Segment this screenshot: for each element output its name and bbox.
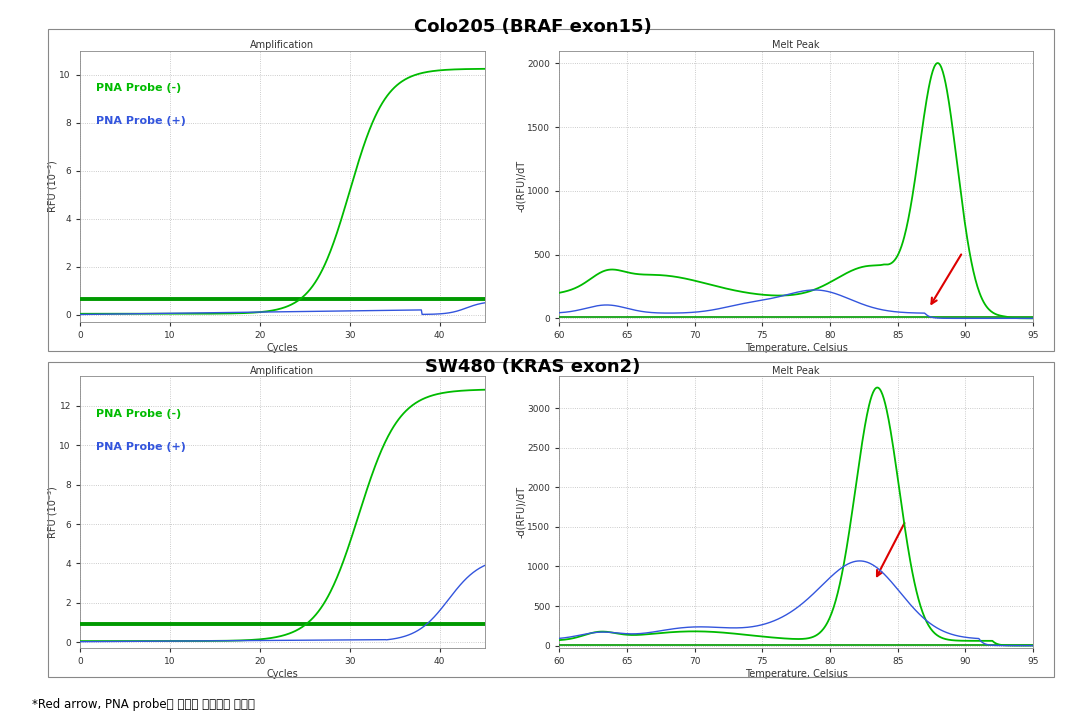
X-axis label: Cycles: Cycles [266, 343, 298, 353]
X-axis label: Cycles: Cycles [266, 669, 298, 679]
Text: SW480 (KRAS exon2): SW480 (KRAS exon2) [425, 358, 640, 376]
Text: Colo205 (BRAF exon15): Colo205 (BRAF exon15) [413, 18, 652, 36]
Text: PNA Probe (+): PNA Probe (+) [96, 442, 186, 452]
Text: PNA Probe (-): PNA Probe (-) [96, 409, 181, 419]
Title: Amplification: Amplification [250, 40, 314, 50]
X-axis label: Temperature, Celsius: Temperature, Celsius [744, 343, 848, 353]
X-axis label: Temperature, Celsius: Temperature, Celsius [744, 669, 848, 679]
Y-axis label: RFU (10⁻³): RFU (10⁻³) [48, 487, 58, 538]
Text: PNA Probe (+): PNA Probe (+) [96, 116, 186, 126]
Text: PNA Probe (-): PNA Probe (-) [96, 83, 181, 93]
Title: Amplification: Amplification [250, 366, 314, 376]
Title: Melt Peak: Melt Peak [772, 366, 820, 376]
Title: Melt Peak: Melt Peak [772, 40, 820, 50]
Y-axis label: RFU (10⁻³): RFU (10⁻³) [48, 161, 58, 212]
Y-axis label: -d(RFU)/dT: -d(RFU)/dT [515, 161, 526, 212]
Y-axis label: -d(RFU)/dT: -d(RFU)/dT [515, 487, 526, 538]
Text: *Red arrow, PNA probe에 억제된 정상적인 유전자: *Red arrow, PNA probe에 억제된 정상적인 유전자 [32, 698, 255, 711]
